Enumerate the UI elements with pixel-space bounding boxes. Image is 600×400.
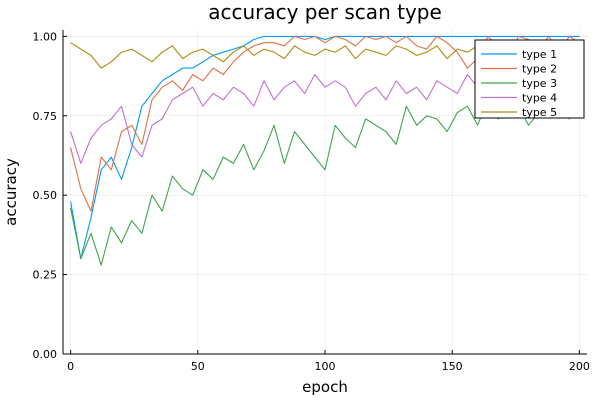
chart-title: accuracy per scan type — [208, 0, 442, 24]
tick-layer: 0 50 100 150 200 0.00 0.25 0.50 0.75 1.00 — [33, 30, 590, 373]
x-axis-label: epoch — [302, 378, 348, 396]
x-tick-label: 200 — [569, 360, 590, 373]
y-tick-label: 1.00 — [33, 30, 58, 43]
legend-label-type-4: type 4 — [522, 92, 557, 105]
legend-label-type-1: type 1 — [522, 48, 557, 61]
legend-label-type-2: type 2 — [522, 63, 557, 76]
x-tick-label: 150 — [442, 360, 463, 373]
y-tick-label: 0.25 — [33, 269, 58, 282]
y-tick-label: 0.75 — [33, 110, 58, 123]
y-tick-label: 0.50 — [33, 189, 58, 202]
series-line-type-1 — [70, 35, 580, 260]
y-axis-label: accuracy — [2, 158, 20, 226]
y-tick-label: 0.00 — [33, 348, 58, 361]
legend-box — [474, 39, 585, 119]
legend-label-type-5: type 5 — [522, 106, 557, 119]
legend-label-type-3: type 3 — [522, 77, 557, 90]
x-tick-label: 100 — [315, 360, 336, 373]
x-tick-label: 0 — [67, 360, 74, 373]
x-tick-label: 50 — [191, 360, 205, 373]
